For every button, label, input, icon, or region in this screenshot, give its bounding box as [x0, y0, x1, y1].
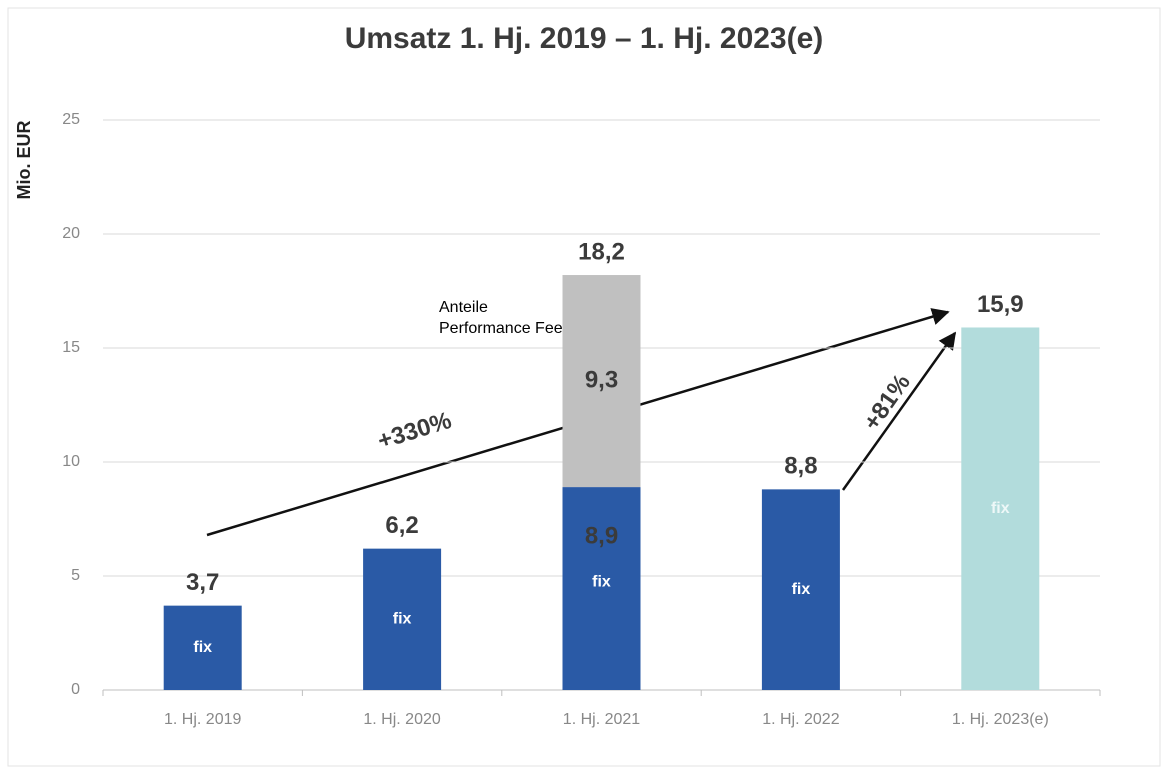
total-label: 6,2	[385, 512, 418, 539]
y-axis-label: Mio. EUR	[14, 121, 34, 200]
x-tick-label: 1. Hj. 2020	[363, 711, 440, 728]
bar-segment	[163, 605, 242, 690]
y-tick-label: 25	[62, 111, 80, 128]
bar-segment	[363, 548, 442, 690]
segment-label: 8,9	[585, 522, 618, 549]
arrow	[841, 331, 957, 491]
segment-name: fix	[592, 573, 611, 590]
y-tick-label: 20	[62, 225, 80, 242]
x-tick-label: 1. Hj. 2019	[164, 711, 241, 728]
total-label: 15,9	[977, 291, 1024, 318]
y-tick-label: 0	[71, 681, 80, 698]
y-tick-label: 15	[62, 339, 80, 356]
bar-segment	[562, 275, 641, 488]
x-tick-label: 1. Hj. 2021	[563, 711, 640, 728]
segment-name: fix	[792, 581, 811, 598]
y-tick-label: 5	[71, 567, 80, 584]
annotation: Anteile Performance Fee	[439, 299, 563, 337]
segment-label: 9,3	[585, 366, 618, 393]
bar-segment	[562, 487, 641, 690]
segment-name: fix	[193, 639, 212, 656]
total-label: 8,8	[784, 453, 817, 480]
chart-title: Umsatz 1. Hj. 2019 – 1. Hj. 2023(e)	[345, 22, 824, 55]
segment-name: fix	[991, 500, 1010, 517]
x-tick-label: 1. Hj. 2023(e)	[952, 711, 1049, 728]
total-label: 18,2	[578, 238, 625, 265]
y-tick-label: 10	[62, 453, 80, 470]
x-tick-label: 1. Hj. 2022	[762, 711, 839, 728]
bar-segment	[761, 489, 840, 690]
total-label: 3,7	[186, 569, 219, 596]
bar-segment	[961, 327, 1040, 690]
segment-name: fix	[393, 611, 412, 628]
